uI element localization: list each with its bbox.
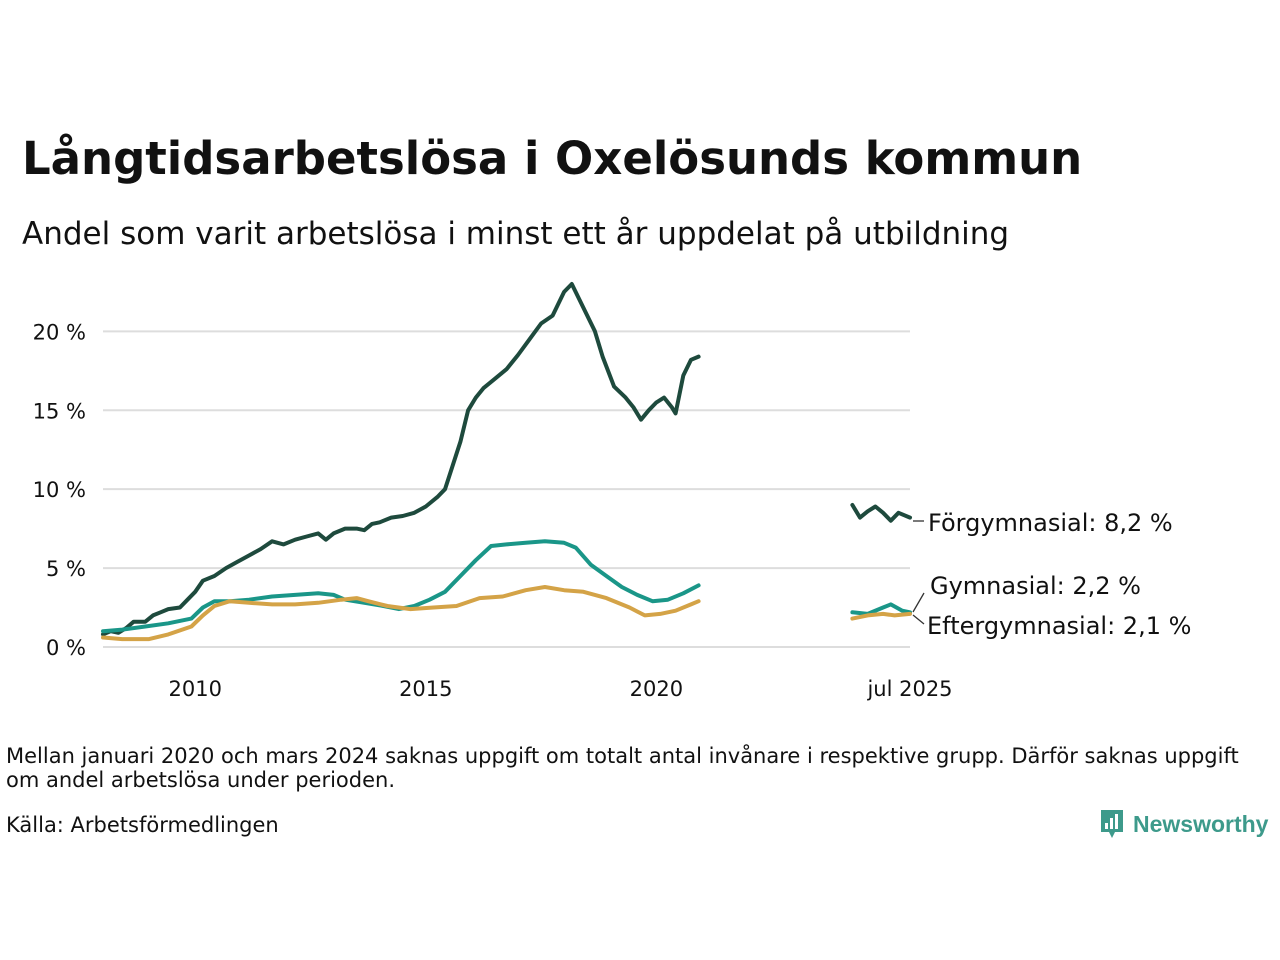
series-line-f-rgymnasial bbox=[101, 282, 701, 637]
chart-title: Långtidsarbetslösa i Oxelösunds kommun bbox=[22, 132, 1083, 185]
y-tick-label: 5 % bbox=[46, 557, 86, 581]
y-axis-ticks: 0 % 5 % 10 % 15 % 20 % bbox=[33, 320, 86, 660]
y-tick-label: 15 % bbox=[33, 399, 86, 423]
footnote: Mellan januari 2020 och mars 2024 saknas… bbox=[6, 744, 1239, 792]
newsworthy-logo: Newsworthy bbox=[1099, 808, 1268, 840]
y-tick-label: 20 % bbox=[33, 320, 86, 344]
brand-name: Newsworthy bbox=[1133, 810, 1269, 837]
series-end-label: Förgymnasial: 8,2 % bbox=[928, 509, 1173, 537]
chart-subtitle: Andel som varit arbetslösa i minst ett å… bbox=[22, 216, 1010, 252]
series-line-eftergymnasial bbox=[850, 611, 912, 621]
series-lines bbox=[101, 282, 912, 642]
series-end-label: Eftergymnasial: 2,1 % bbox=[927, 612, 1191, 640]
series-line-f-rgymnasial bbox=[850, 503, 912, 523]
series-end-labels: Förgymnasial: 8,2 % Gymnasial: 2,2 % Efter… bbox=[912, 509, 1191, 640]
label-leader-line bbox=[912, 592, 925, 613]
gridlines bbox=[103, 330, 910, 648]
x-tick-label: 2010 bbox=[169, 677, 222, 701]
series-line-eftergymnasial bbox=[101, 585, 701, 642]
source-note: Källa: Arbetsförmedlingen bbox=[6, 813, 279, 837]
series-line-gymnasial bbox=[850, 602, 912, 616]
x-axis-ticks: 2010 2015 2020 jul 2025 bbox=[169, 677, 953, 701]
x-tick-label: jul 2025 bbox=[866, 677, 952, 701]
y-tick-label: 0 % bbox=[46, 636, 86, 660]
series-line-gymnasial bbox=[101, 539, 701, 634]
series-end-label: Gymnasial: 2,2 % bbox=[930, 572, 1141, 600]
line-chart: 0 %5 %10 %15 %20 % 2010 2015 2020 jul 2025 … bbox=[33, 282, 1191, 701]
y-tick-label: 10 % bbox=[33, 478, 86, 502]
x-tick-label: 2020 bbox=[630, 677, 683, 701]
newsworthy-logo-icon bbox=[1101, 810, 1123, 838]
label-leader-line bbox=[912, 614, 925, 625]
x-tick-label: 2015 bbox=[399, 677, 452, 701]
